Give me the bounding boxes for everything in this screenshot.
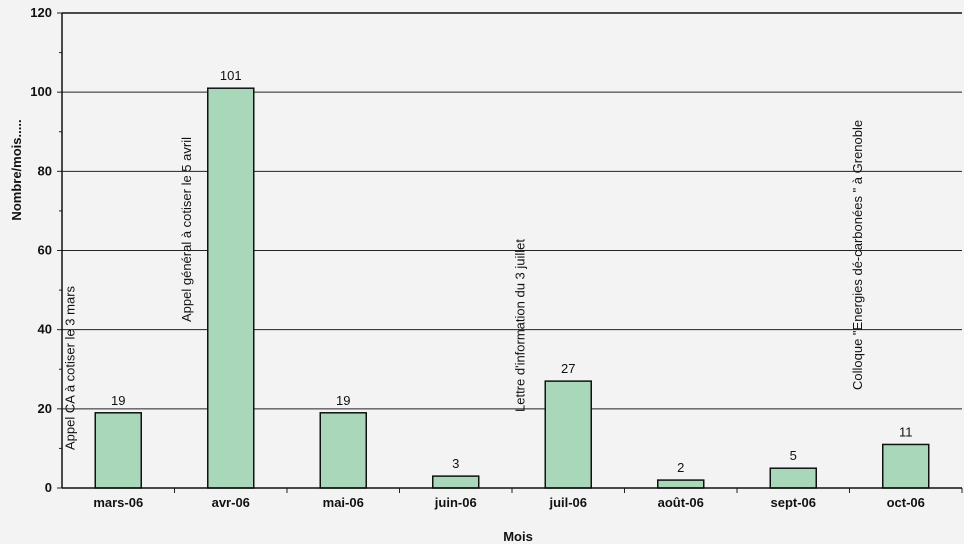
y-tick-label: 20 (38, 401, 52, 416)
data-label-oct-06: 11 (899, 424, 913, 439)
bar-juil-06 (544, 380, 592, 489)
data-label-mars-06: 19 (111, 393, 125, 408)
y-tick-label: 60 (38, 243, 52, 258)
bar-sept-06 (769, 467, 817, 489)
annotation-mars-06: Appel CA à cotiser le 3 mars (62, 285, 77, 450)
data-label-sept-06: 5 (790, 448, 797, 463)
y-tick-label: 100 (30, 84, 52, 99)
x-tick-label-avr-06: avr-06 (212, 495, 250, 510)
data-label-juin-06: 3 (452, 456, 459, 471)
y-tick-label: 120 (30, 5, 52, 20)
annotation-juil-06: Lettre d'information du 3 juillet (512, 239, 527, 412)
bar-août-06 (657, 479, 705, 489)
x-tick-label-sept-06: sept-06 (770, 495, 816, 510)
x-tick-label-mai-06: mai-06 (323, 495, 364, 510)
data-label-juil-06: 27 (561, 361, 575, 376)
bars (94, 87, 930, 489)
y-axis-title: Nombre/mois..... (9, 119, 24, 220)
y-tick-label: 0 (45, 480, 52, 495)
labels: 0 20 40 60 80 100 120 19 mars-06 101 avr-06 19 mai-0… (30, 5, 925, 510)
bar-mai-06 (319, 412, 367, 489)
data-label-août-06: 2 (677, 460, 684, 475)
bar-avr-06 (207, 87, 255, 489)
annotation-avr-06: Appel général à cotiser le 5 avril (179, 137, 194, 322)
axes (57, 12, 963, 493)
x-tick-label-oct-06: oct-06 (887, 495, 925, 510)
x-axis-title: Mois (503, 529, 533, 544)
bar-mars-06 (94, 412, 142, 489)
x-tick-label-juin-06: juin-06 (434, 495, 477, 510)
bar-oct-06 (882, 443, 930, 489)
annotation-oct-06: Colloque "Energies dé-carbonées " à Gren… (850, 120, 865, 390)
y-tick-label: 40 (38, 322, 52, 337)
x-tick-label-juil-06: juil-06 (548, 495, 587, 510)
bar-juin-06 (432, 475, 480, 489)
y-tick-label: 80 (38, 163, 52, 178)
data-label-mai-06: 19 (336, 393, 350, 408)
data-label-avr-06: 101 (220, 68, 242, 83)
x-tick-label-août-06: août-06 (658, 495, 704, 510)
x-tick-label-mars-06: mars-06 (93, 495, 143, 510)
